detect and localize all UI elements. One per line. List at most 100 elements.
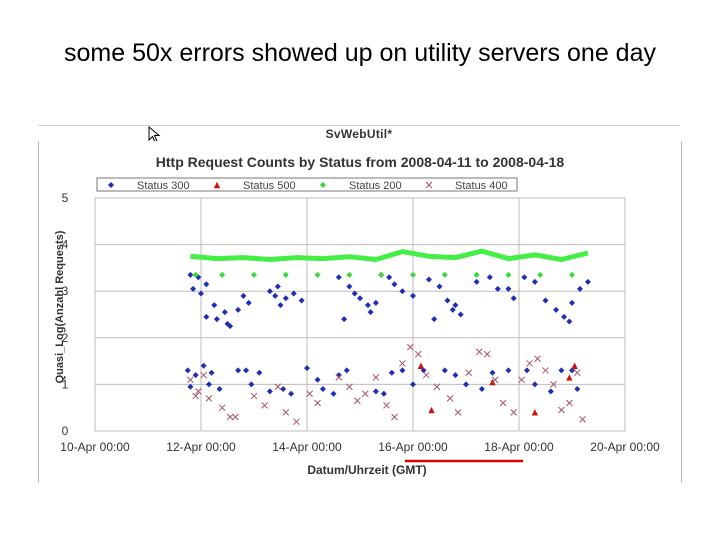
point-status-300 [203,313,210,320]
point-status-400 [491,376,499,384]
plot-area [94,197,626,432]
point-status-300 [266,388,273,395]
point-status-300 [569,299,575,306]
point-status-400 [475,348,483,356]
point-status-300 [380,390,387,397]
point-status-400 [391,413,398,421]
point-status-200 [378,271,385,278]
point-status-200 [282,271,289,278]
point-status-300 [561,313,568,320]
x-tick-label: 18-Apr 00:00 [484,440,554,454]
point-status-400 [346,383,353,391]
point-status-300 [569,367,575,374]
point-status-300 [531,381,538,388]
point-status-300 [277,302,284,309]
point-status-300 [200,362,207,369]
point-status-300 [216,386,223,393]
point-status-400 [558,406,565,414]
x-axis-label: Datum/Uhrzeit (GMT) [307,463,426,477]
point-status-400 [218,404,226,412]
point-status-400 [422,371,430,379]
point-status-300 [452,372,459,379]
point-status-200 [441,271,448,278]
legend-label: Status 200 [349,180,402,192]
point-status-400 [399,360,406,367]
legend-box [96,177,518,192]
point-status-200 [314,271,321,278]
point-status-300 [436,283,443,290]
point-status-300 [256,369,263,376]
point-status-300 [203,281,210,288]
series-line-status-200 [190,248,589,262]
point-status-300 [574,386,581,393]
point-status-400 [518,376,526,384]
point-status-400 [314,399,321,407]
x-tick-label: 14-Apr 00:00 [272,440,342,454]
y-tick-label: 2 [62,331,69,345]
point-status-300 [566,318,573,325]
point-status-300 [505,285,512,292]
point-status-400 [261,402,268,409]
point-status-300 [399,288,406,295]
point-status-400 [205,395,213,402]
point-status-300 [240,292,247,299]
point-status-500 [531,409,539,416]
point-status-300 [388,369,395,376]
point-status-400 [573,369,581,377]
point-status-300 [272,292,279,299]
point-status-300 [542,297,549,304]
point-status-300 [343,367,350,374]
point-status-300 [410,381,416,388]
point-status-300 [184,367,191,374]
point-status-300 [205,381,212,388]
point-status-200 [537,271,544,278]
point-status-300 [266,288,273,295]
point-status-300 [335,274,342,281]
point-status-300 [510,295,517,302]
point-status-300 [425,276,432,283]
legend-label: Status 400 [455,180,508,192]
point-status-400 [510,409,518,416]
point-status-400 [335,374,343,381]
point-status-300 [192,372,199,379]
point-status-400 [499,399,507,407]
point-status-300 [449,306,456,313]
chart-axes: 0 1 2 3 4 5 10-Apr 00:00 12-Apr 00:00 14-Apr 00:… [60,191,660,454]
point-status-300 [235,367,242,374]
point-status-300 [248,381,255,388]
point-status-400 [414,350,422,358]
point-status-300 [304,365,310,372]
point-status-200 [251,271,257,278]
point-status-400 [282,409,290,416]
point-status-400 [542,367,549,374]
point-status-300 [444,297,451,304]
point-status-300 [335,372,342,379]
point-status-300 [319,386,326,393]
point-status-500 [566,374,573,381]
point-status-300 [372,388,379,395]
y-tick-label: 0 [62,424,69,438]
point-status-400 [192,392,200,400]
point-status-400 [353,397,361,405]
point-status-400 [579,415,586,423]
point-status-300 [386,274,393,281]
point-status-200 [505,271,512,278]
point-status-300 [367,309,374,316]
point-status-300 [198,290,204,297]
point-status-400 [454,409,462,416]
point-status-300 [224,320,231,327]
point-status-300 [282,295,289,302]
point-status-400 [565,399,573,407]
legend-marker [213,181,221,189]
point-status-300 [531,278,538,285]
point-status-300 [211,302,218,309]
point-status-400 [226,413,234,421]
chart-legend: Status 300 Status 500 Status 200 Status 400 [96,177,518,192]
point-status-300 [494,285,501,292]
point-status-300 [364,302,371,309]
x-tick-label: 12-Apr 00:00 [166,440,236,454]
point-status-400 [187,376,194,384]
scatter-chart: Http Request Counts by Status from 2008-… [54,154,660,477]
point-status-400 [465,369,473,377]
point-status-300 [190,285,197,292]
